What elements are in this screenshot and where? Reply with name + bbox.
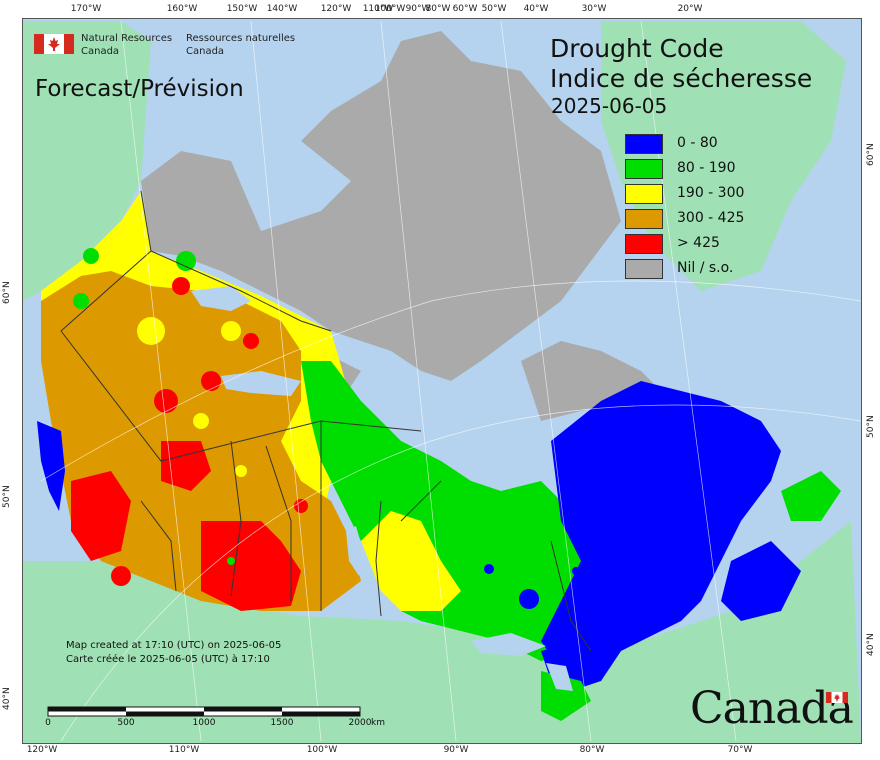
zone-blue-patches — [484, 564, 580, 609]
credit-fr: Carte créée le 2025-06-05 (UTC) à 17:10 — [66, 654, 270, 665]
map-credits: Map created at 17:10 (UTC) on 2025-06-05… — [66, 639, 281, 667]
tick-top-label: 120°W — [320, 4, 352, 14]
tick-right-label: 40°N — [866, 633, 876, 656]
zone-red-patches — [71, 277, 308, 611]
scale-label: 0 — [45, 718, 51, 728]
agency-country-fr: Canada — [186, 46, 225, 57]
provincial-borders — [60, 190, 592, 652]
zone-blue-quebec — [541, 381, 781, 671]
legend-item: Nil / s.o. — [625, 259, 825, 279]
tick-top-label: 40°W — [523, 4, 549, 14]
zone-yellow-manitoba — [361, 511, 461, 611]
lake-superior — [471, 633, 546, 656]
legend-item: 0 - 80 — [625, 134, 825, 154]
legend-item: 190 - 300 — [625, 184, 825, 204]
agency-name-en: Natural Resources — [81, 33, 173, 44]
map-title: Drought Code Indice de sécheresse — [550, 34, 812, 94]
scale-label: 500 — [117, 718, 135, 728]
title-en: Drought Code — [550, 34, 724, 63]
legend-swatch — [625, 134, 663, 154]
legend-swatch — [625, 159, 663, 179]
usa-land — [23, 521, 861, 743]
tick-top-label: 90°W — [405, 4, 431, 14]
zone-green-ontario-south — [541, 671, 591, 721]
zone-blue-maritimes — [721, 541, 801, 621]
tick-left-label: 40°N — [2, 687, 12, 710]
tick-left-label: 60°N — [2, 281, 12, 304]
tick-top-label: 80°W — [425, 4, 451, 14]
great-bear-lake — [191, 286, 251, 311]
tick-right-label: 50°N — [866, 415, 876, 438]
legend-label: Nil / s.o. — [677, 260, 734, 276]
tick-top-label: 140°W — [266, 4, 298, 14]
tick-bottom-label: 80°W — [579, 745, 605, 755]
map-canvas — [23, 20, 861, 743]
tick-top-label: 100°W — [374, 4, 406, 14]
tick-bottom-label: 90°W — [443, 745, 469, 755]
tick-top-label: 160°W — [166, 4, 198, 14]
legend-swatch — [625, 184, 663, 204]
map-frame — [22, 18, 862, 744]
legend-label: 190 - 300 — [677, 185, 745, 201]
hudson-bay — [361, 341, 561, 481]
tick-top-label: 110°W — [362, 4, 394, 14]
tick-top-label: 150°W — [226, 4, 258, 14]
lakes — [191, 286, 573, 691]
wordmark-flag-icon — [826, 692, 848, 703]
legend-item: 300 - 425 — [625, 209, 825, 229]
tick-top-label: 170°W — [70, 4, 102, 14]
scale-label: 1500 — [270, 718, 294, 728]
legend-swatch — [625, 234, 663, 254]
tick-bottom-label: 70°W — [727, 745, 753, 755]
map-date: 2025-06-05 — [551, 94, 668, 118]
lake-winnipeg — [346, 526, 366, 576]
legend-swatch — [625, 209, 663, 229]
zone-green-central — [301, 361, 631, 661]
legend-label: 300 - 425 — [677, 210, 745, 226]
tick-bottom-label: 110°W — [168, 745, 200, 755]
zone-green-patches — [73, 248, 235, 565]
zone-yellow-patches — [137, 317, 247, 477]
tick-top-label: 50°W — [481, 4, 507, 14]
tick-right-label: 60°N — [866, 143, 876, 166]
tick-top-label: 20°W — [677, 4, 703, 14]
scale-bar-graphic — [47, 706, 361, 717]
scale-label: 1000 — [192, 718, 216, 728]
credit-en: Map created at 17:10 (UTC) on 2025-06-05 — [66, 640, 282, 651]
scale-bar: 0 500 1000 1500 2000 km — [45, 704, 385, 734]
legend-label: > 425 — [677, 235, 720, 251]
tick-left-label: 50°N — [2, 485, 12, 508]
zone-green-nfld — [781, 471, 841, 521]
tick-bottom-label: 100°W — [306, 745, 338, 755]
zone-blue-bc-coast — [37, 421, 65, 511]
tick-bottom-label: 120°W — [26, 745, 58, 755]
lake-huron — [546, 663, 573, 691]
legend-item: > 425 — [625, 234, 825, 254]
canada-wordmark: Canada — [690, 683, 854, 734]
tick-top-label: 60°W — [452, 4, 478, 14]
great-slave-lake — [221, 371, 301, 396]
canada-flag-icon — [34, 34, 74, 54]
scale-unit: km — [371, 718, 385, 728]
legend-swatch — [625, 259, 663, 279]
legend-label: 0 - 80 — [677, 135, 718, 151]
agency-country-en: Canada — [81, 46, 120, 57]
legend-label: 80 - 190 — [677, 160, 736, 176]
title-fr: Indice de sécheresse — [550, 64, 813, 93]
tick-top-label: 30°W — [581, 4, 607, 14]
alaska-land — [23, 21, 151, 301]
drought-zones — [37, 191, 841, 721]
forecast-label: Forecast/Prévision — [35, 76, 244, 102]
agency-name-fr: Ressources naturelles — [186, 33, 296, 44]
legend-item: 80 - 190 — [625, 159, 825, 179]
scale-label: 2000 — [348, 718, 372, 728]
